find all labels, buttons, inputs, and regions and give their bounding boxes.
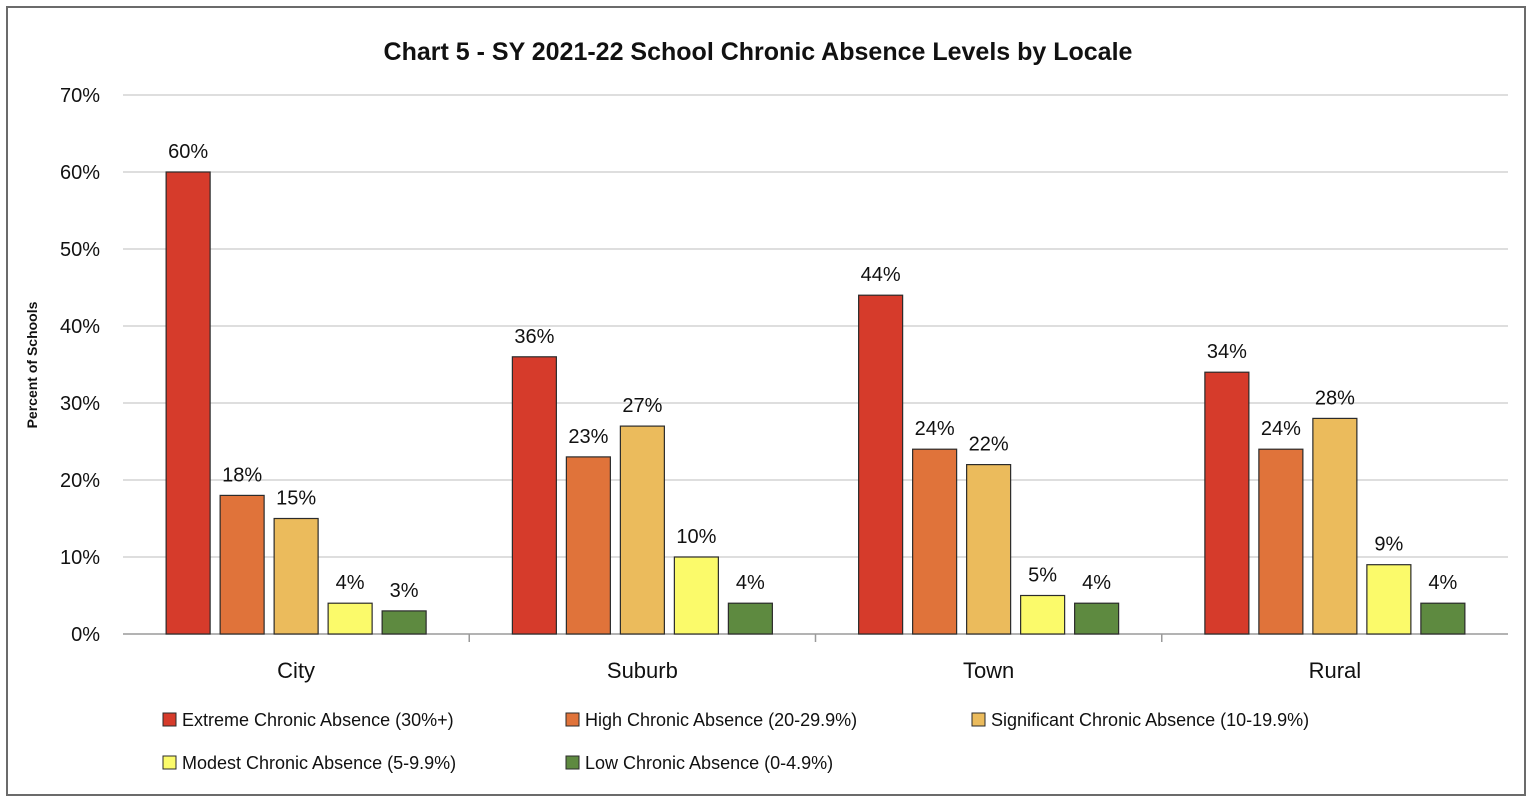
legend-swatch	[162, 712, 177, 727]
bar	[511, 356, 557, 635]
bar	[273, 517, 319, 635]
bar	[565, 456, 611, 635]
bar	[858, 294, 904, 635]
y-tick-label: 40%	[60, 316, 100, 338]
bar	[727, 602, 773, 635]
bars	[165, 171, 1466, 635]
data-label: 27%	[622, 395, 662, 417]
category-label: Town	[963, 658, 1014, 683]
bar	[1258, 448, 1304, 635]
bar	[1366, 564, 1412, 635]
y-tick-label: 10%	[60, 547, 100, 569]
bar	[912, 448, 958, 635]
data-label: 4%	[736, 572, 765, 594]
data-label: 4%	[1082, 572, 1111, 594]
bar	[673, 556, 719, 635]
y-tick-label: 20%	[60, 470, 100, 492]
bar	[1420, 602, 1466, 635]
bar	[165, 171, 211, 635]
category-label: Rural	[1309, 658, 1362, 683]
data-label: 4%	[1428, 572, 1457, 594]
data-label: 15%	[276, 488, 316, 510]
legend-swatch	[565, 712, 580, 727]
data-label: 24%	[915, 418, 955, 440]
data-label: 36%	[514, 326, 554, 348]
bar	[1204, 371, 1250, 635]
data-label: 24%	[1261, 418, 1301, 440]
y-tick-label: 70%	[60, 85, 100, 107]
category-label: City	[277, 658, 315, 683]
legend: Extreme Chronic Absence (30%+) High Chron…	[162, 710, 1309, 773]
y-tick-label: 60%	[60, 162, 100, 184]
data-label: 44%	[861, 264, 901, 286]
data-label: 5%	[1028, 565, 1057, 587]
bar	[619, 425, 665, 635]
data-label: 3%	[390, 580, 419, 602]
legend-swatch	[565, 755, 580, 770]
data-label: 28%	[1315, 387, 1355, 409]
bar	[1074, 602, 1120, 635]
data-label: 4%	[336, 572, 365, 594]
y-tick-label: 50%	[60, 239, 100, 261]
data-labels: 60% 18% 15% 4% 3% 36% 23% 27% 10% 4% 44% 24% 22% 5% 4%…	[168, 141, 1457, 602]
data-label: 18%	[222, 464, 262, 486]
legend-label: Significant Chronic Absence (10-19.9%)	[991, 710, 1309, 730]
data-label: 22%	[969, 434, 1009, 456]
y-axis-label: Percent of Schools	[24, 301, 40, 428]
legend-label: Modest Chronic Absence (5-9.9%)	[182, 753, 456, 773]
data-label: 23%	[568, 426, 608, 448]
data-label: 10%	[676, 526, 716, 548]
bar	[1312, 417, 1358, 635]
legend-swatch	[971, 712, 986, 727]
data-label: 34%	[1207, 341, 1247, 363]
legend-label: High Chronic Absence (20-29.9%)	[585, 710, 857, 730]
data-label: 9%	[1374, 534, 1403, 556]
category-label: Suburb	[607, 658, 678, 683]
bar	[1020, 594, 1066, 635]
legend-label: Extreme Chronic Absence (30%+)	[182, 710, 454, 730]
y-tick-label: 0%	[71, 624, 100, 646]
legend-label: Low Chronic Absence (0-4.9%)	[585, 753, 833, 773]
bar	[966, 464, 1012, 635]
bar	[327, 602, 373, 635]
data-label: 60%	[168, 141, 208, 163]
legend-swatch	[162, 755, 177, 770]
bar	[381, 610, 427, 635]
y-tick-label: 30%	[60, 393, 100, 415]
bar	[219, 494, 265, 635]
chart-title: Chart 5 - SY 2021-22 School Chronic Abse…	[384, 38, 1133, 66]
y-axis-ticks: 0% 10% 20% 30% 40% 50% 60% 70%	[60, 85, 100, 646]
chart-frame	[6, 6, 1526, 796]
x-axis-categories: City Suburb Town Rural	[277, 634, 1361, 683]
